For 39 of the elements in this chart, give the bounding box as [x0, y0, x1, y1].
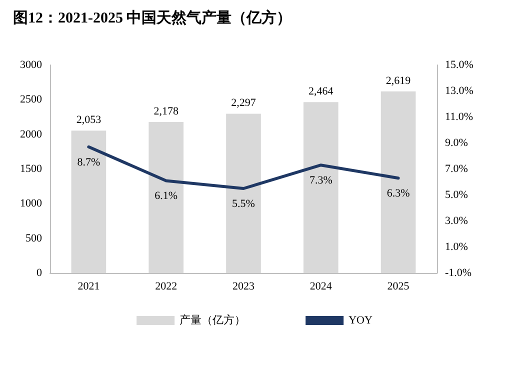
chart-title: 图12：2021-2025 中国天然气产量（亿方） — [13, 8, 292, 26]
bar — [226, 114, 261, 273]
y2-tick-label: 9.0% — [445, 137, 468, 149]
y2-tick-label: 13.0% — [445, 85, 474, 97]
y2-tick-label: 5.0% — [445, 189, 468, 201]
x-tick-label: 2021 — [78, 280, 100, 292]
data-label: 5.5% — [232, 198, 255, 210]
x-tick-label: 2024 — [310, 280, 332, 292]
data-label: 7.3% — [309, 174, 332, 187]
y-tick-label: 1000 — [20, 198, 42, 210]
y2-tick-label: 7.0% — [445, 163, 468, 175]
bar — [71, 130, 106, 273]
data-label: 8.7% — [77, 156, 100, 168]
data-label: 6.3% — [386, 188, 410, 200]
x-tick-label: 2022 — [155, 280, 178, 292]
bar — [380, 91, 416, 273]
y2-tick-label: 3.0% — [445, 215, 468, 227]
x-tick-label: 2023 — [232, 280, 255, 292]
legend-label: 产量（亿方） — [180, 314, 246, 326]
y-tick-label: 2500 — [20, 94, 42, 106]
y-tick-label: 2000 — [20, 128, 42, 140]
y2-tick-label: 1.0% — [445, 241, 468, 253]
y-tick-label: 500 — [26, 232, 42, 244]
data-label: 2,464 — [308, 86, 334, 98]
y-tick-label: 3000 — [20, 59, 42, 71]
data-label: 2,619 — [386, 74, 412, 87]
bar — [303, 102, 338, 273]
data-label: 2,053 — [76, 114, 102, 126]
y-tick-label: 1500 — [20, 163, 42, 175]
y2-tick-label: 11.0% — [445, 111, 474, 123]
y2-tick-label: -1.0% — [445, 267, 472, 279]
bar — [148, 122, 184, 273]
y2-tick-label: 15.0% — [445, 59, 474, 71]
data-label: 6.1% — [154, 190, 178, 202]
legend-label: YOY — [348, 314, 372, 326]
y-tick-label: 0 — [36, 267, 42, 279]
data-label: 2,297 — [231, 97, 256, 110]
x-tick-label: 2025 — [387, 280, 410, 292]
data-label: 2,178 — [154, 105, 179, 118]
